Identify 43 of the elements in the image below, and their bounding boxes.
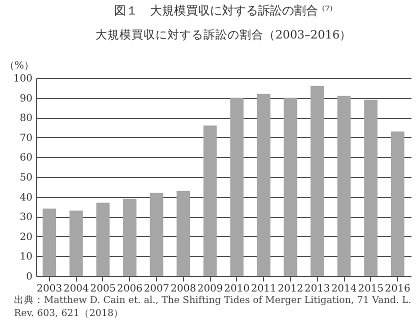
y-tick-label: 30 [20, 212, 32, 224]
y-tick-label: 0 [26, 272, 32, 282]
x-tick-label: 2005 [90, 284, 116, 294]
y-tick-label: 80 [20, 113, 32, 124]
x-tick-label: 2012 [278, 284, 304, 294]
x-tick-label: 2010 [224, 284, 250, 294]
bar [390, 131, 404, 276]
y-tick-label: 40 [20, 192, 32, 204]
bar [364, 100, 378, 276]
x-tick-label: 2007 [144, 284, 170, 294]
y-tick-label: 70 [20, 132, 32, 144]
chart-title: 図１ 大規模買収に対する訴訟の割合 ⁽⁷⁾ [114, 4, 333, 18]
bar [123, 198, 136, 276]
x-tick-label: 2009 [197, 284, 223, 294]
x-tick-label: 2003 [36, 284, 62, 294]
bar [310, 86, 324, 276]
bar [337, 96, 351, 276]
y-tick-label: 60 [20, 152, 32, 164]
y-tick-label: 50 [20, 172, 32, 184]
bar [69, 210, 83, 276]
x-tick-label: 2016 [384, 284, 410, 294]
x-tick-label: 2008 [170, 284, 196, 294]
x-tick-label: 2013 [304, 284, 330, 294]
y-tick-label: 10 [20, 252, 32, 263]
chart-subtitle: 大規模買収に対する訴訟の割合（2003–2016） [95, 28, 352, 42]
bar [230, 98, 244, 276]
bar [96, 202, 110, 276]
bar [256, 94, 270, 276]
bar [42, 208, 56, 276]
x-tick-label: 2011 [250, 284, 276, 294]
x-tick-label: 2014 [331, 284, 357, 294]
bar [203, 126, 217, 276]
y-tick-label: 90 [20, 93, 32, 104]
x-tick-label: 2015 [358, 284, 384, 294]
bar [176, 190, 190, 276]
y-tick-label: 20 [20, 232, 32, 243]
y-axis-title: （%） [4, 60, 34, 72]
bar [284, 98, 298, 276]
y-tick-label: 100 [13, 74, 32, 84]
x-tick-label: 2006 [117, 284, 142, 294]
bar [150, 192, 164, 276]
x-tick-label: 2004 [63, 284, 89, 294]
source-note: 出典：Matthew D. Cain et. al., The Shifting Tides of Merger Litigation, 71 Vand. L. Rev. 603, 621（2018） [14, 294, 412, 319]
